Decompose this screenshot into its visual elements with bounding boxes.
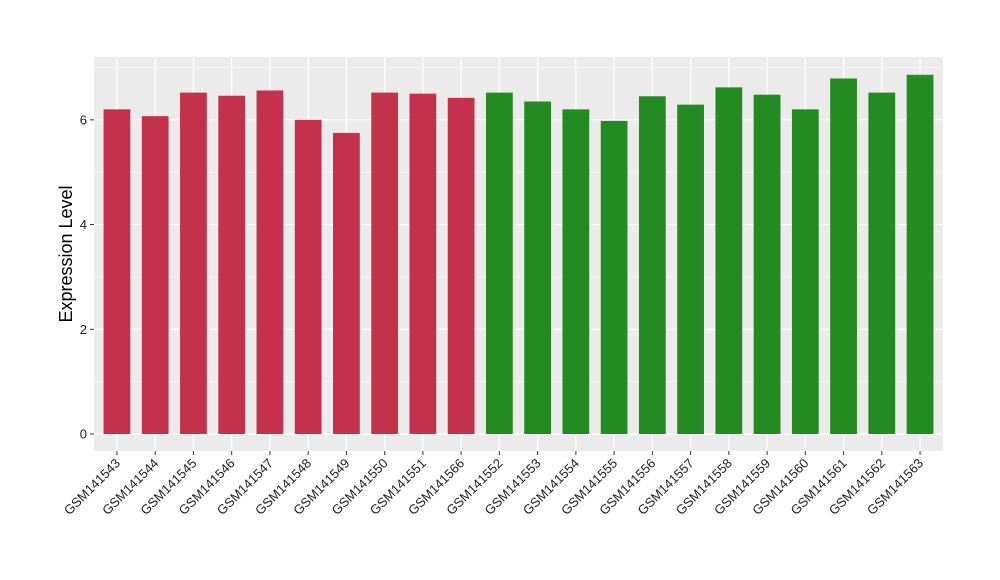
bar-GSM141551 (409, 93, 437, 435)
bar-GSM141550 (371, 92, 399, 434)
bar-GSM141545 (180, 92, 207, 434)
y-tick-label: 0 (80, 427, 87, 442)
bar-GSM141555 (600, 120, 628, 434)
y-tick-label: 6 (80, 112, 87, 127)
bar-GSM141548 (294, 119, 322, 434)
bar-GSM141566 (447, 97, 475, 434)
bar-GSM141554 (562, 109, 590, 434)
bar-GSM141558 (715, 87, 743, 434)
bar-GSM141562 (868, 92, 896, 434)
bar-GSM141549 (333, 132, 360, 434)
y-axis: 0 2 4 6 (80, 112, 94, 442)
bar-GSM141546 (218, 95, 246, 434)
bar-GSM141560 (791, 109, 819, 434)
bar-GSM141552 (485, 92, 513, 434)
bar-GSM141559 (753, 94, 781, 434)
bar-GSM141553 (524, 101, 552, 434)
bars (103, 74, 934, 435)
y-tick-label: 2 (80, 322, 87, 337)
bar-GSM141543 (103, 109, 131, 434)
bar-GSM141563 (906, 74, 934, 434)
y-tick-label: 4 (80, 217, 87, 232)
y-axis-title: Expression Level (56, 185, 76, 322)
bar-GSM141547 (256, 90, 284, 434)
bar-GSM141561 (830, 78, 857, 435)
bar-GSM141556 (638, 96, 666, 434)
x-axis: GSM141543GSM141544GSM141545GSM141546GSM1… (61, 451, 926, 518)
bar-GSM141544 (141, 116, 169, 434)
bar-GSM141557 (677, 104, 704, 434)
